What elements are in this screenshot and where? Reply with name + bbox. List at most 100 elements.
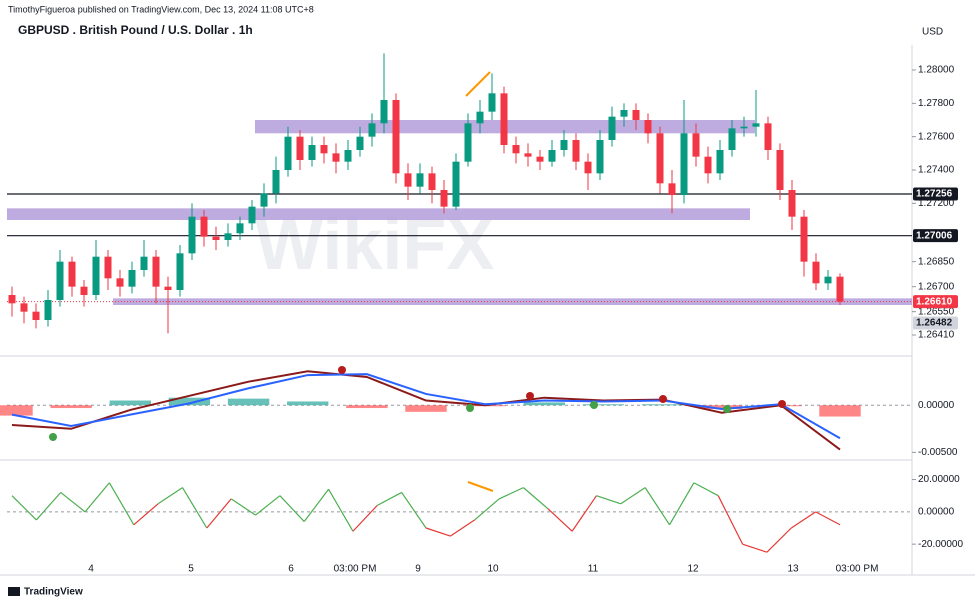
candle-body — [332, 153, 340, 162]
cross-dot — [526, 392, 534, 400]
oscillator-segment — [669, 482, 695, 526]
oscillator-segment — [742, 543, 768, 553]
currency: USD — [922, 27, 943, 38]
candle-body — [656, 133, 664, 184]
oscillator-segment — [35, 492, 62, 521]
cross-dot — [49, 433, 57, 441]
oscillator-segment — [717, 495, 744, 545]
candle-body — [356, 136, 364, 150]
price-badge — [913, 295, 958, 309]
candle-body — [620, 110, 628, 117]
oscillator-segment — [815, 511, 841, 526]
oscillator-segment — [328, 488, 354, 532]
candle-body — [476, 111, 484, 124]
candle-body — [92, 256, 100, 295]
cross-dot — [590, 401, 598, 409]
candle-body — [560, 140, 568, 150]
histogram-bar — [227, 398, 270, 406]
candle-body — [296, 136, 304, 160]
candle-body — [20, 303, 28, 312]
candle-body — [80, 286, 88, 295]
candle-body — [764, 123, 772, 150]
histogram-bar — [641, 404, 684, 406]
candle-body — [704, 156, 712, 174]
footer: TradingView — [8, 587, 83, 598]
oscillator-segment — [230, 498, 256, 516]
y-tick-label: 0.00000 — [918, 506, 955, 517]
oscillator-segment — [133, 503, 159, 526]
oscillator-segment — [425, 527, 451, 537]
x-tick-label: 12 — [687, 564, 699, 575]
candle-body — [152, 256, 160, 287]
indicator-line — [11, 373, 841, 440]
candle-body — [500, 93, 508, 145]
candle-body — [380, 100, 388, 124]
candle-body — [164, 286, 172, 290]
candle-body — [800, 216, 808, 262]
candle-body — [404, 173, 412, 187]
oscillator-segment — [693, 482, 719, 497]
candle-body — [608, 116, 616, 140]
oscillator-segment — [352, 504, 378, 532]
footer-brand: TradingView — [24, 587, 83, 598]
x-tick-label: 03:00 PM — [836, 564, 879, 575]
histogram-bar — [346, 405, 388, 409]
candle-body — [248, 206, 256, 224]
y-tick-label: 1.27400 — [918, 165, 955, 176]
candle-body — [596, 140, 604, 174]
y-tick-label: 1.26700 — [918, 281, 955, 292]
candle-body — [584, 161, 592, 174]
y-tick-label: 1.27600 — [918, 131, 955, 142]
candle-body — [44, 300, 52, 320]
oscillator-segment — [523, 487, 549, 510]
histogram-bar — [819, 405, 861, 417]
histogram-bar — [582, 404, 625, 406]
candle-body — [548, 150, 556, 162]
divergence-line — [467, 481, 494, 492]
histogram-bar — [168, 397, 211, 406]
candle-body — [692, 133, 700, 157]
candle-body — [728, 128, 736, 150]
oscillator-segment — [255, 495, 281, 516]
oscillator-segment — [84, 482, 110, 513]
oscillator-segment — [157, 487, 183, 505]
oscillator-segment — [498, 487, 524, 500]
cross-dot — [466, 404, 474, 412]
oscillator-segment — [206, 498, 232, 529]
candle-body — [32, 311, 40, 320]
cross-dot — [778, 400, 786, 408]
y-tick-label: 0.00000 — [918, 400, 955, 411]
candle-body — [824, 276, 832, 284]
candle-body — [68, 261, 76, 287]
oscillator-segment — [644, 487, 671, 526]
chart-title: GBPUSD . British Pound / U.S. Dollar . 1… — [18, 23, 253, 37]
candle-body — [368, 123, 376, 137]
candle-body — [452, 161, 460, 207]
candle-body — [116, 278, 124, 287]
x-tick-label: 4 — [88, 564, 94, 575]
candle-body — [812, 261, 820, 284]
candle-body — [176, 253, 184, 290]
oscillator-segment — [474, 498, 500, 521]
y-tick-label: 1.26410 — [918, 330, 955, 341]
candle-body — [572, 140, 580, 162]
candle-body — [524, 153, 532, 157]
candle-body — [488, 93, 496, 112]
zone — [7, 208, 750, 220]
price-badge-label: 1.26482 — [916, 318, 953, 329]
price-badge — [913, 229, 958, 243]
price-badge — [913, 316, 958, 330]
candle-body — [668, 183, 676, 195]
cross-dot — [723, 405, 731, 413]
y-tick-label: 1.27800 — [918, 98, 955, 109]
candle-body — [440, 190, 448, 207]
candle-body — [128, 270, 136, 287]
cross-dot — [659, 395, 667, 403]
candle-body — [788, 190, 796, 217]
oscillator-segment — [401, 492, 427, 529]
histogram-bar — [0, 405, 33, 416]
histogram-bar — [405, 405, 447, 412]
candle-body — [272, 170, 280, 194]
oscillator-segment — [790, 511, 816, 529]
price-badge — [913, 187, 958, 201]
